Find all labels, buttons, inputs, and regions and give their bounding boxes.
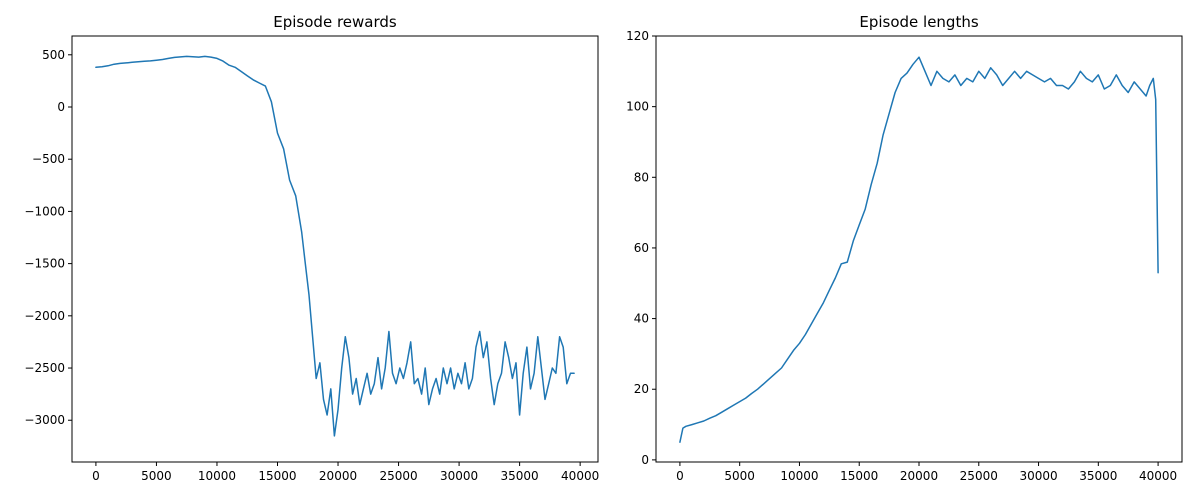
y-tick-label: 0 xyxy=(641,453,649,467)
x-tick-label: 10000 xyxy=(780,469,818,483)
x-tick-label: 25000 xyxy=(960,469,998,483)
y-tick-label: 0 xyxy=(57,100,65,114)
chart-title: Episode rewards xyxy=(273,13,397,31)
x-tick-label: 0 xyxy=(92,469,100,483)
x-tick-label: 10000 xyxy=(198,469,236,483)
axes-frame xyxy=(71,35,599,463)
y-tick-label: −2500 xyxy=(24,361,65,375)
x-tick-label: 40000 xyxy=(1139,469,1177,483)
y-tick-label: 40 xyxy=(634,312,649,326)
y-tick-label: −1500 xyxy=(24,257,65,271)
y-tick-label: −500 xyxy=(32,152,65,166)
y-tick-label: 80 xyxy=(634,170,649,184)
series-line xyxy=(679,56,1159,443)
x-tick-label: 35000 xyxy=(501,469,539,483)
x-tick-label: 35000 xyxy=(1079,469,1117,483)
y-tick-label: 20 xyxy=(634,382,649,396)
x-tick-label: 15000 xyxy=(840,469,878,483)
x-tick-label: 40000 xyxy=(561,469,599,483)
y-tick-label: −1000 xyxy=(24,204,65,218)
x-tick-label: 5000 xyxy=(724,469,755,483)
y-tick-label: 120 xyxy=(626,29,649,43)
x-tick-label: 0 xyxy=(676,469,684,483)
lengths-chart: Episode lengths 0 5000 10000 15000 20000 25000… xyxy=(626,13,1183,483)
x-tick-label: 15000 xyxy=(258,469,296,483)
y-tick-label: −3000 xyxy=(24,413,65,427)
chart-title: Episode lengths xyxy=(859,13,978,31)
x-tick-label: 30000 xyxy=(1019,469,1057,483)
y-tick-label: 100 xyxy=(626,100,649,114)
x-tick-label: 20000 xyxy=(319,469,357,483)
x-tick-label: 30000 xyxy=(440,469,478,483)
series-line xyxy=(95,55,575,437)
x-tick-label: 5000 xyxy=(141,469,172,483)
x-tick-label: 25000 xyxy=(379,469,417,483)
y-tick-label: −2000 xyxy=(24,309,65,323)
y-tick-label: 500 xyxy=(42,48,65,62)
axes-frame xyxy=(655,35,1183,463)
x-tick-label: 20000 xyxy=(900,469,938,483)
y-tick-label: 60 xyxy=(634,241,649,255)
